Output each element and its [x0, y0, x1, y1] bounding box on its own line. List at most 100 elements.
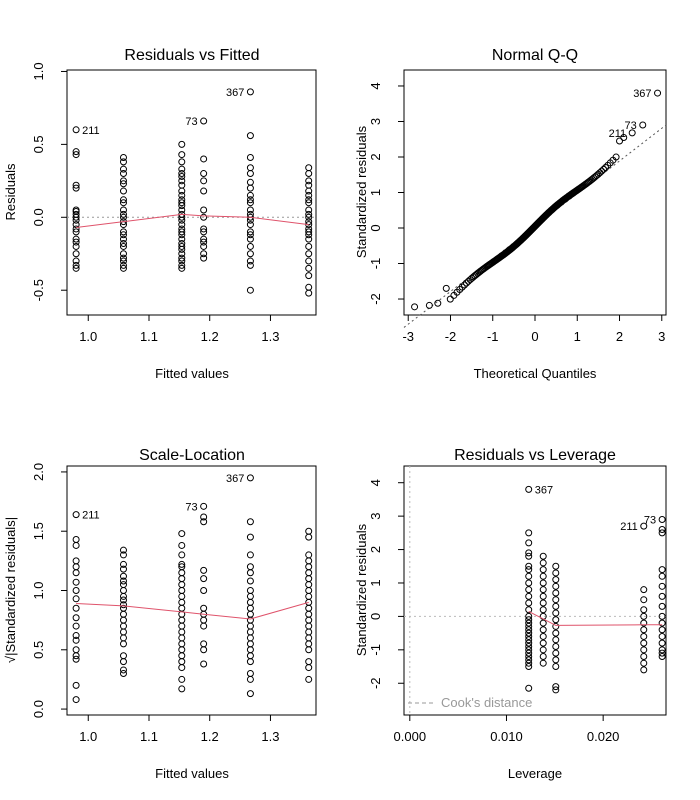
- data-point: [200, 177, 208, 185]
- data-point: [305, 581, 313, 589]
- data-point: [178, 257, 186, 265]
- panel-4: Residuals vs Leverage Leverage Standardize…: [354, 447, 667, 781]
- data-point: [305, 646, 313, 654]
- data-point: [305, 675, 313, 683]
- data-point: [178, 616, 186, 624]
- data-point: [539, 659, 547, 667]
- data-point: [119, 652, 127, 660]
- data-point: [178, 628, 186, 636]
- x-tick-label: 1.0: [79, 729, 97, 744]
- data-point: [658, 646, 666, 654]
- y-tick-label: 0.5: [31, 135, 46, 153]
- data-point: [246, 569, 254, 577]
- data-point: [119, 264, 127, 272]
- data-point: [178, 581, 186, 589]
- data-point: [552, 683, 560, 691]
- data-point: [200, 566, 208, 574]
- data-point: [658, 582, 666, 590]
- data-point: [246, 261, 254, 269]
- data-point: [525, 622, 533, 630]
- data-point: [305, 235, 313, 243]
- data-point: [640, 522, 648, 530]
- x-tick-label: -1: [487, 329, 499, 344]
- data-point: [525, 606, 533, 614]
- data-point: [72, 646, 80, 654]
- data-point: [246, 257, 254, 265]
- data-point: [178, 170, 186, 178]
- data-point: [552, 649, 560, 657]
- data-point: [119, 628, 127, 636]
- y-axis-label: Residuals: [3, 163, 18, 221]
- data-point: [246, 178, 254, 186]
- data-point: [598, 167, 606, 175]
- panel-2: Normal Q-Q Theoretical Quantiles Standardi…: [354, 47, 667, 381]
- data-point: [658, 572, 666, 580]
- data-point: [305, 210, 313, 218]
- data-point: [246, 533, 254, 541]
- data-point: [305, 228, 313, 236]
- x-axis-label: Theoretical Quantiles: [474, 366, 597, 381]
- data-point: [178, 575, 186, 583]
- data-point: [119, 158, 127, 166]
- y-tick-label: 3: [368, 513, 383, 520]
- data-point: [119, 596, 127, 604]
- data-point: [200, 604, 208, 612]
- smoother-line: [528, 610, 663, 626]
- x-axis-label: Leverage: [508, 766, 562, 781]
- data-point: [119, 622, 127, 630]
- x-tick-label: 0.000: [394, 729, 427, 744]
- y-tick-label: 1.5: [31, 522, 46, 540]
- data-point: [305, 218, 313, 226]
- data-point: [525, 562, 533, 570]
- data-point: [525, 663, 533, 671]
- data-point: [305, 563, 313, 571]
- data-point: [72, 578, 80, 586]
- data-point: [305, 264, 313, 272]
- data-point: [305, 628, 313, 636]
- data-point: [552, 636, 560, 644]
- data-point: [658, 612, 666, 620]
- data-point: [246, 690, 254, 698]
- data-point: [119, 165, 127, 173]
- data-point: [552, 602, 560, 610]
- point-label: 73: [625, 120, 637, 132]
- data-point: [305, 551, 313, 559]
- point-label: 211: [620, 521, 638, 533]
- data-point: [246, 634, 254, 642]
- y-tick-label: 1.0: [31, 62, 46, 80]
- data-point: [640, 666, 648, 674]
- data-point: [552, 629, 560, 637]
- data-point: [539, 552, 547, 560]
- data-point: [200, 518, 208, 526]
- data-point: [200, 660, 208, 668]
- data-point: [628, 129, 636, 137]
- x-axis-label: Fitted values: [155, 366, 229, 381]
- y-tick-label: 3: [368, 118, 383, 125]
- data-point: [72, 216, 80, 224]
- data-point: [552, 589, 560, 597]
- smoother-line: [76, 601, 309, 620]
- data-point: [72, 569, 80, 577]
- data-point: [658, 566, 666, 574]
- chart-title: Normal Q-Q: [492, 47, 578, 64]
- point-label: 73: [185, 116, 197, 128]
- data-point: [246, 518, 254, 526]
- data-point: [305, 170, 313, 178]
- data-point: [178, 658, 186, 666]
- data-point: [658, 602, 666, 610]
- data-point: [119, 154, 127, 161]
- data-point: [178, 261, 186, 269]
- data-point: [246, 88, 254, 96]
- data-point: [305, 272, 313, 280]
- point-label: 367: [633, 88, 651, 100]
- data-point: [72, 614, 80, 622]
- data-point: [246, 592, 254, 600]
- data-point: [640, 659, 648, 667]
- data-point: [658, 619, 666, 627]
- data-point: [616, 137, 624, 145]
- data-point: [119, 261, 127, 269]
- data-point: [119, 257, 127, 265]
- smoother-line: [76, 213, 309, 228]
- data-point: [178, 551, 186, 559]
- x-tick-label: 1: [574, 329, 581, 344]
